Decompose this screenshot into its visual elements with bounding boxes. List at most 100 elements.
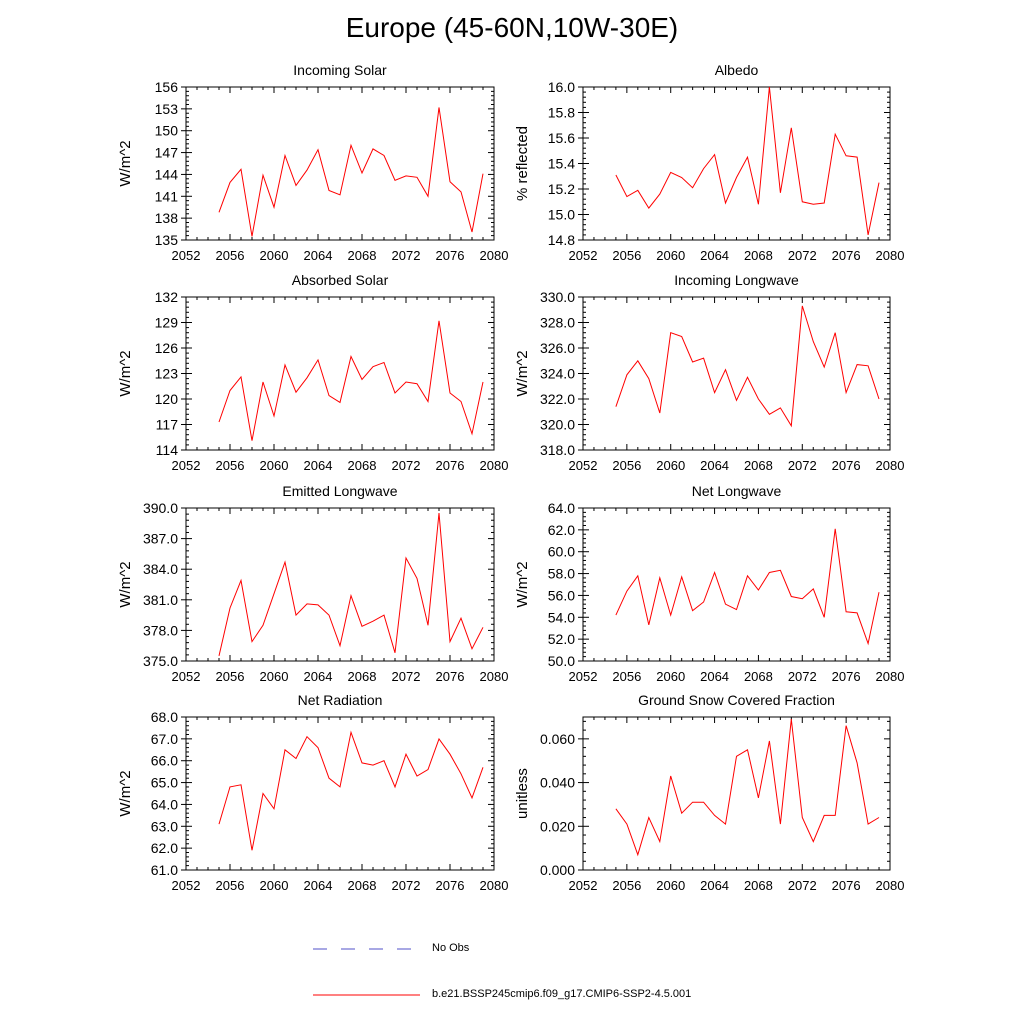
x-tick-label: 2072 — [392, 669, 421, 684]
y-tick-label: 320.0 — [540, 417, 575, 433]
panel-title: Incoming Longwave — [674, 272, 799, 288]
y-tick-label: 390.0 — [143, 500, 178, 516]
y-tick-label: 14.8 — [548, 232, 575, 248]
x-tick-label: 2052 — [172, 248, 201, 263]
y-axis-label: unitless — [514, 768, 531, 819]
y-tick-label: 0.020 — [540, 818, 575, 834]
x-tick-label: 2068 — [348, 669, 377, 684]
x-tick-label: 2060 — [656, 878, 685, 893]
y-tick-label: 15.2 — [548, 181, 575, 197]
x-tick-label: 2072 — [788, 669, 817, 684]
series-line-1 — [615, 86, 880, 236]
panel-ground-snow-covered-fraction: 2052 2056 2060 2064 2068 2072 2076 2080 0.000 0.0… — [514, 692, 904, 893]
y-tick-label: 0.000 — [540, 862, 575, 878]
y-tick-label: 387.0 — [143, 531, 178, 547]
x-tick-label: 2080 — [480, 248, 509, 263]
x-tick-label: 2080 — [480, 669, 509, 684]
y-tick-label: 0.060 — [540, 731, 575, 747]
x-tick-label: 2076 — [436, 669, 465, 684]
x-tick-label: 2064 — [700, 669, 729, 684]
x-tick-label: 2060 — [260, 878, 289, 893]
x-tick-label: 2052 — [569, 669, 598, 684]
x-tick-label: 2068 — [744, 669, 773, 684]
x-tick-label: 2056 — [612, 458, 641, 473]
plot-frame — [582, 507, 891, 662]
x-tick-label: 2056 — [216, 878, 245, 893]
y-tick-label: 62.0 — [151, 840, 178, 856]
y-tick-label: 52.0 — [548, 631, 575, 647]
y-tick-label: 330.0 — [540, 289, 575, 305]
y-tick-label: 50.0 — [548, 653, 575, 669]
y-tick-label: 375.0 — [143, 653, 178, 669]
x-tick-label: 2068 — [744, 458, 773, 473]
x-tick-label: 2064 — [304, 669, 333, 684]
y-tick-label: 126 — [155, 340, 179, 356]
series-line-1 — [218, 730, 484, 851]
plot-frame — [582, 296, 891, 451]
y-tick-label: 62.0 — [548, 522, 575, 538]
y-tick-label: 66.0 — [151, 753, 178, 769]
series-line-1 — [218, 513, 484, 657]
x-tick-label: 2060 — [656, 669, 685, 684]
panel-emitted-longwave: 2052 2056 2060 2064 2068 2072 2076 2080 375.0 378… — [117, 483, 508, 684]
x-tick-label: 2060 — [656, 248, 685, 263]
x-tick-label: 2072 — [788, 458, 817, 473]
x-tick-label: 2076 — [832, 458, 861, 473]
y-tick-label: 67.0 — [151, 731, 178, 747]
x-tick-label: 2080 — [480, 878, 509, 893]
panel-title: Net Longwave — [692, 483, 782, 499]
x-tick-label: 2064 — [700, 248, 729, 263]
y-tick-label: 63.0 — [151, 818, 178, 834]
y-tick-label: 328.0 — [540, 315, 575, 331]
y-tick-label: 58.0 — [548, 566, 575, 582]
panel-incoming-solar: 2052 2056 2060 2064 2068 2072 2076 2080 135 138 14… — [117, 62, 508, 263]
panel-net-longwave: 2052 2056 2060 2064 2068 2072 2076 2080 50.0 52.0… — [514, 483, 904, 684]
figure-title: Europe (45-60N,10W-30E) — [345, 12, 679, 43]
y-tick-label: 15.0 — [548, 207, 575, 223]
y-tick-label: 326.0 — [540, 340, 575, 356]
y-tick-label: 318.0 — [540, 442, 575, 458]
y-tick-label: 114 — [156, 442, 179, 458]
series-line-1 — [218, 107, 484, 237]
panel-net-radiation: 2052 2056 2060 2064 2068 2072 2076 2080 61.0 62.0… — [117, 692, 508, 893]
x-tick-label: 2052 — [569, 878, 598, 893]
y-tick-label: 64.0 — [151, 796, 178, 812]
panel-title: Incoming Solar — [293, 62, 387, 78]
panel-title: Absorbed Solar — [292, 272, 389, 288]
y-tick-label: 138 — [155, 210, 179, 226]
y-tick-label: 324.0 — [540, 366, 575, 382]
x-tick-label: 2056 — [612, 878, 641, 893]
panel-title: Emitted Longwave — [282, 483, 397, 499]
y-tick-label: 15.4 — [548, 156, 575, 172]
x-tick-label: 2072 — [392, 458, 421, 473]
y-axis-label: W/m^2 — [514, 350, 531, 396]
x-tick-label: 2064 — [700, 878, 729, 893]
x-tick-label: 2064 — [304, 458, 333, 473]
series-line-1 — [615, 528, 880, 646]
y-axis-label: W/m^2 — [117, 561, 134, 607]
y-tick-label: 135 — [155, 232, 179, 248]
x-tick-label: 2064 — [304, 248, 333, 263]
x-tick-label: 2072 — [788, 878, 817, 893]
panel-incoming-longwave: 2052 2056 2060 2064 2068 2072 2076 2080 318.0 320… — [514, 272, 904, 473]
y-tick-label: 141 — [155, 188, 179, 204]
x-tick-label: 2068 — [348, 878, 377, 893]
x-tick-label: 2080 — [876, 248, 905, 263]
y-tick-label: 16.0 — [548, 79, 575, 95]
x-tick-label: 2080 — [876, 669, 905, 684]
x-tick-label: 2068 — [744, 878, 773, 893]
plot-frame — [582, 86, 891, 241]
x-tick-label: 2056 — [612, 669, 641, 684]
x-tick-label: 2076 — [436, 878, 465, 893]
y-tick-label: 15.8 — [548, 105, 575, 121]
x-tick-label: 2052 — [569, 248, 598, 263]
x-tick-label: 2076 — [832, 669, 861, 684]
y-tick-label: 381.0 — [143, 592, 178, 608]
y-tick-label: 147 — [155, 145, 179, 161]
y-axis-label: % reflected — [514, 126, 531, 201]
series-line-1 — [615, 305, 880, 428]
y-tick-label: 117 — [156, 417, 179, 433]
x-tick-label: 2068 — [744, 248, 773, 263]
panel-title: Ground Snow Covered Fraction — [638, 692, 835, 708]
